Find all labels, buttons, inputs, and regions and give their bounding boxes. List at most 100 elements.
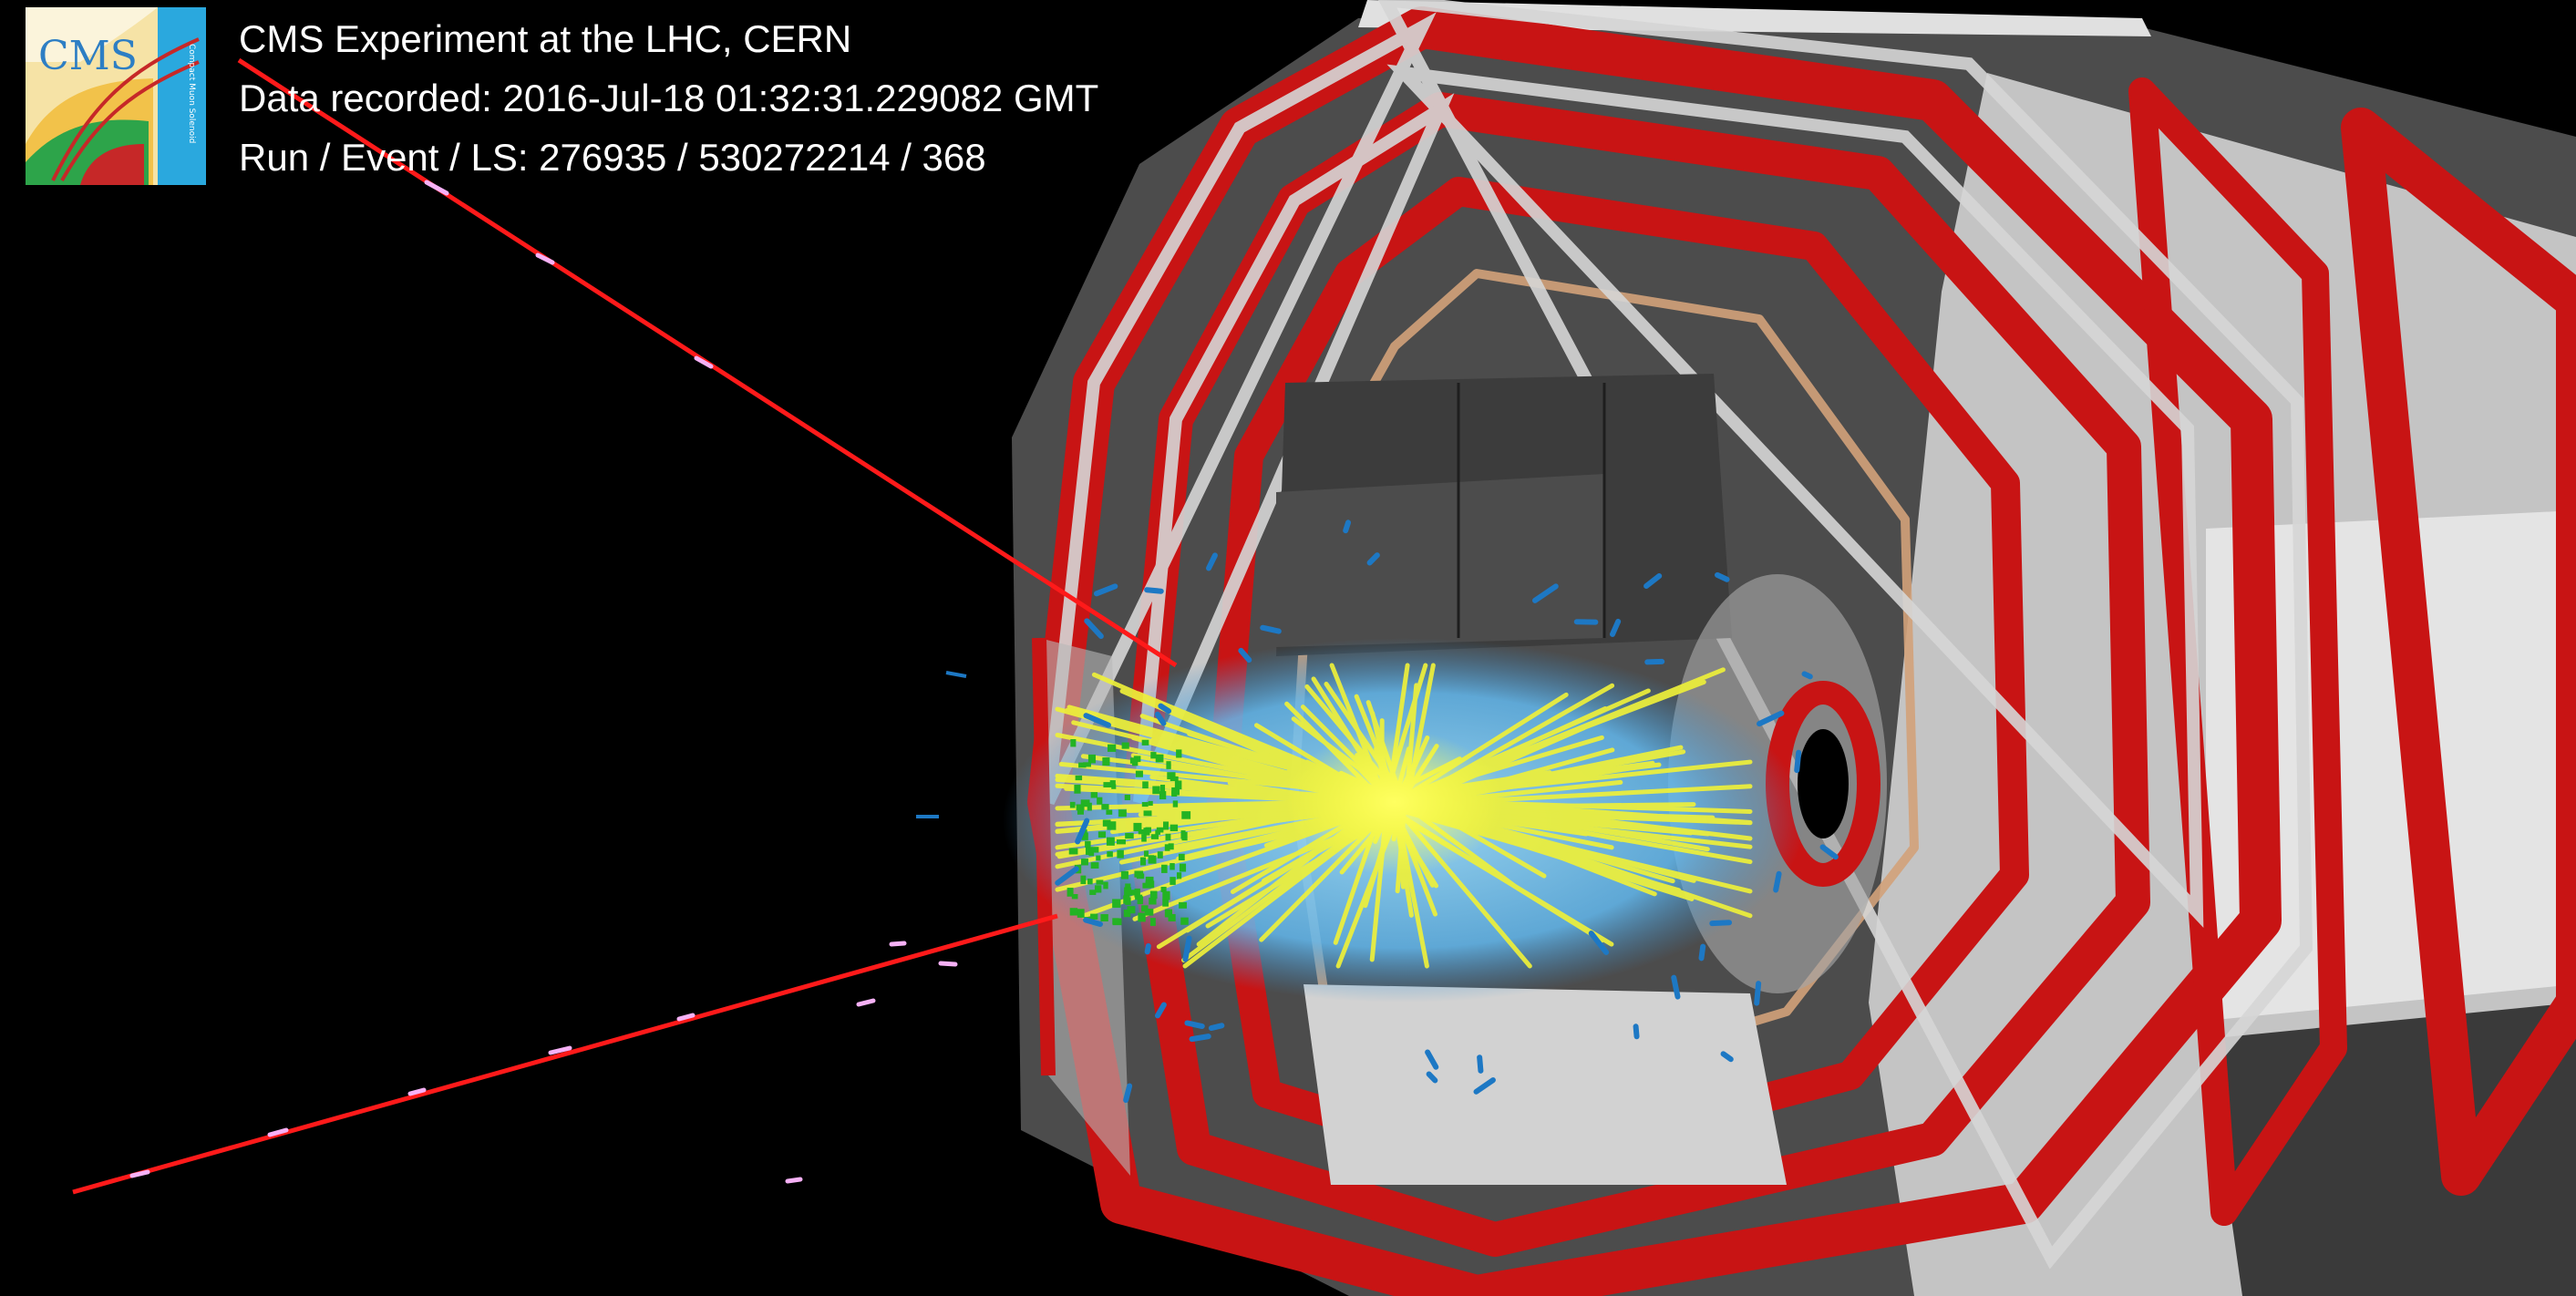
- hit: [1164, 844, 1170, 851]
- hit: [1144, 909, 1154, 916]
- hit: [1112, 899, 1121, 908]
- hit: [1174, 780, 1182, 790]
- hit: [1106, 809, 1113, 815]
- hit: [1155, 754, 1164, 763]
- hit: [1102, 819, 1111, 827]
- calorimeter-hit: [1093, 583, 1118, 597]
- calorimeter-hit: [1182, 935, 1192, 962]
- hit: [1160, 887, 1167, 892]
- hit: [1121, 742, 1129, 749]
- hit: [1089, 890, 1097, 895]
- hit: [1120, 870, 1128, 879]
- hit: [1090, 792, 1098, 798]
- hit: [1162, 899, 1169, 907]
- hit: [1140, 857, 1147, 866]
- hit: [1112, 918, 1122, 926]
- calorimeter-hit: [1801, 671, 1813, 680]
- hit: [1142, 781, 1149, 789]
- calorimeter-hit: [1757, 710, 1785, 727]
- muon-hits: [129, 180, 958, 1184]
- hit: [1118, 809, 1127, 818]
- hit: [1100, 914, 1108, 922]
- calorimeter-hit: [1698, 943, 1706, 962]
- hit: [1170, 776, 1179, 782]
- calorimeter-hit: [1473, 1077, 1496, 1095]
- hit: [1174, 787, 1180, 796]
- hit: [1066, 888, 1074, 897]
- hit: [1070, 739, 1077, 747]
- hit: [1127, 906, 1136, 914]
- calorimeter-hit: [1206, 552, 1218, 571]
- hit: [1123, 895, 1130, 904]
- calorimeter-hit: [1144, 942, 1151, 955]
- calorimeter-hit: [1715, 571, 1730, 582]
- hit: [1159, 791, 1167, 800]
- hit: [1134, 888, 1140, 898]
- hit: [1107, 821, 1117, 830]
- hit: [1149, 918, 1156, 926]
- hit: [1159, 785, 1166, 793]
- vertex-glow: [1285, 729, 1504, 875]
- hit: [1166, 763, 1171, 769]
- hit: [1087, 754, 1096, 764]
- calorimeter-hit: [1189, 1034, 1211, 1043]
- run-event-ls: Run / Event / LS: 276935 / 530272214 / 3…: [239, 136, 986, 179]
- calorimeter-hit: [1644, 658, 1665, 665]
- calorimeter-hit: [1366, 552, 1380, 566]
- hit: [1176, 749, 1182, 758]
- hit: [1157, 851, 1163, 859]
- hit: [1075, 775, 1083, 781]
- hit: [1081, 859, 1088, 866]
- ring-frames: [1042, 0, 2313, 1270]
- hit: [1163, 821, 1170, 830]
- hit: [1125, 832, 1134, 839]
- calorimeter-hit: [1154, 1002, 1167, 1019]
- calorimeter-hit: [1083, 713, 1112, 728]
- calorimeter-hit: [1158, 703, 1172, 715]
- hit: [1181, 811, 1191, 819]
- hit: [1103, 881, 1108, 890]
- calorimeter-hit: [1588, 931, 1610, 955]
- hit: [1161, 864, 1168, 873]
- hit: [1145, 876, 1154, 884]
- hit: [1124, 887, 1132, 896]
- hit: [1180, 917, 1189, 925]
- hit: [1090, 862, 1099, 869]
- hit: [1145, 827, 1151, 833]
- hit: [1085, 840, 1091, 848]
- calorimeter-hit: [1083, 917, 1103, 927]
- inner-barrel: [1276, 374, 1787, 1185]
- hit: [1141, 802, 1149, 807]
- calorimeter-hit: [1633, 1023, 1640, 1040]
- muon-tracks: [72, 57, 1178, 1195]
- hit: [1149, 897, 1157, 905]
- calorimeter-hits: [1055, 519, 1839, 1104]
- calorimeter-hit: [1720, 1051, 1734, 1063]
- hit: [1138, 912, 1146, 922]
- calorimeter-hit: [1154, 711, 1167, 726]
- calorimeter-hit: [1144, 587, 1164, 594]
- calorimeter-hit: [1819, 844, 1839, 860]
- hit: [1101, 804, 1109, 810]
- hit: [1078, 762, 1087, 768]
- hit: [1085, 847, 1093, 856]
- logo-subtitle: Compact Muon Solenoid: [187, 44, 196, 143]
- hits: [1066, 739, 1191, 926]
- hit: [1155, 829, 1160, 835]
- hit: [1109, 780, 1116, 787]
- hit: [1152, 786, 1160, 795]
- hit: [1117, 839, 1126, 845]
- hit: [1165, 833, 1171, 841]
- hit: [1170, 863, 1175, 870]
- hit: [1168, 913, 1176, 921]
- calorimeter-hit: [1773, 870, 1782, 893]
- calorimeter-hit: [1184, 1020, 1205, 1030]
- calorimeter-hit: [1643, 573, 1663, 590]
- hit: [1090, 913, 1098, 920]
- hit: [1172, 800, 1179, 807]
- hit: [1148, 800, 1153, 807]
- calorimeter-hit: [1055, 866, 1079, 886]
- calorimeter-hit: [1425, 1049, 1439, 1070]
- hit: [1091, 847, 1099, 853]
- recorded-timestamp: Data recorded: 2016-Jul-18 01:32:31.2290…: [239, 77, 1099, 119]
